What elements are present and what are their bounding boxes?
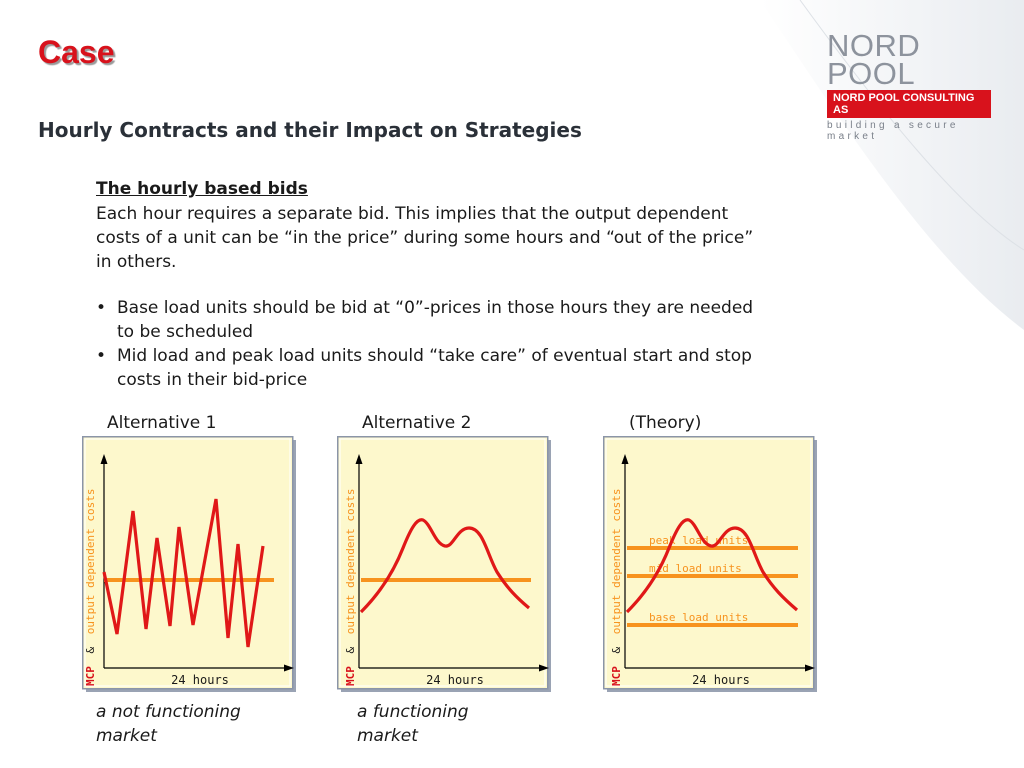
y-label-amp: & — [344, 647, 357, 654]
logo-consulting-bar: NORD POOL CONSULTING AS — [827, 90, 991, 118]
y-label-amp: & — [84, 647, 97, 654]
price-curve — [359, 518, 531, 614]
y-label-costs: output dependent costs — [344, 489, 357, 635]
slide-subtitle: Hourly Contracts and their Impact on Str… — [38, 118, 582, 142]
level-label-mid: mid load units — [649, 562, 742, 575]
caption-alternative-1: a not functioning market — [96, 700, 241, 748]
panel-title-theory: (Theory) — [629, 413, 702, 433]
chart-panel-alternative-2: 24 hours MCP & output dependent costs — [337, 436, 551, 692]
section-paragraph: Each hour requires a separate bid. This … — [96, 204, 754, 272]
panel-inner-frame — [339, 438, 546, 687]
chart-panel-alternative-1: 24 hours MCP & output dependent costs — [82, 436, 296, 692]
bullet-text: Mid load and peak load units should “tak… — [117, 346, 752, 390]
y-label-amp: & — [610, 647, 623, 654]
section-heading: The hourly based bids — [96, 179, 308, 199]
nord-pool-logo: NORD POOL NORD POOL CONSULTING AS buildi… — [827, 28, 995, 142]
y-axis-arrow-icon — [100, 454, 108, 464]
caption-line: market — [96, 726, 157, 746]
y-label-costs: output dependent costs — [84, 489, 97, 635]
y-label-mcp: MCP — [344, 666, 357, 686]
x-axis-label: 24 hours — [692, 673, 750, 687]
level-label-peak: peak load units — [649, 534, 748, 547]
y-label-costs: output dependent costs — [610, 489, 623, 635]
bullet-item: • Base load units should be bid at “0”-pr… — [96, 296, 766, 344]
panel-title-alternative-1: Alternative 1 — [107, 413, 217, 433]
x-axis-arrow-icon — [805, 664, 815, 672]
chart-panel-theory: peak load units mid load units base load… — [603, 436, 817, 692]
price-curve — [102, 498, 265, 648]
panel-title-alternative-2: Alternative 2 — [362, 413, 472, 433]
x-axis-arrow-icon — [539, 664, 549, 672]
bullet-item: • Mid load and peak load units should “ta… — [96, 344, 766, 392]
level-label-base: base load units — [649, 611, 748, 624]
logo-wordmark: NORD POOL — [827, 28, 921, 91]
panel-inner-frame — [84, 438, 291, 687]
bullet-dot-icon: • — [96, 298, 107, 318]
x-axis-label: 24 hours — [426, 673, 484, 687]
x-axis-label: 24 hours — [171, 673, 229, 687]
bullet-dot-icon: • — [96, 346, 107, 366]
price-curve — [625, 518, 799, 614]
x-axis-arrow-icon — [284, 664, 294, 672]
bullet-text: Base load units should be bid at “0”-pri… — [117, 298, 754, 342]
y-axis-arrow-icon — [355, 454, 363, 464]
caption-line: market — [357, 726, 418, 746]
bullet-list: • Base load units should be bid at “0”-pr… — [96, 296, 766, 392]
panel-inner-frame — [605, 438, 812, 687]
caption-alternative-2: a functioning market — [357, 700, 469, 748]
panel-frame — [603, 436, 815, 690]
panel-frame — [82, 436, 294, 690]
caption-line: a not functioning — [96, 702, 241, 722]
logo-tagline: building a secure market — [827, 120, 959, 142]
y-axis-label: MCP & output dependent costs — [84, 489, 97, 686]
slide-title: Case — [38, 34, 115, 70]
y-axis-label: MCP & output dependent costs — [610, 489, 623, 686]
y-axis-label: MCP & output dependent costs — [344, 489, 357, 686]
y-label-mcp: MCP — [610, 666, 623, 686]
y-label-mcp: MCP — [84, 666, 97, 686]
y-axis-arrow-icon — [621, 454, 629, 464]
panel-frame — [337, 436, 549, 690]
caption-line: a functioning — [357, 702, 469, 722]
